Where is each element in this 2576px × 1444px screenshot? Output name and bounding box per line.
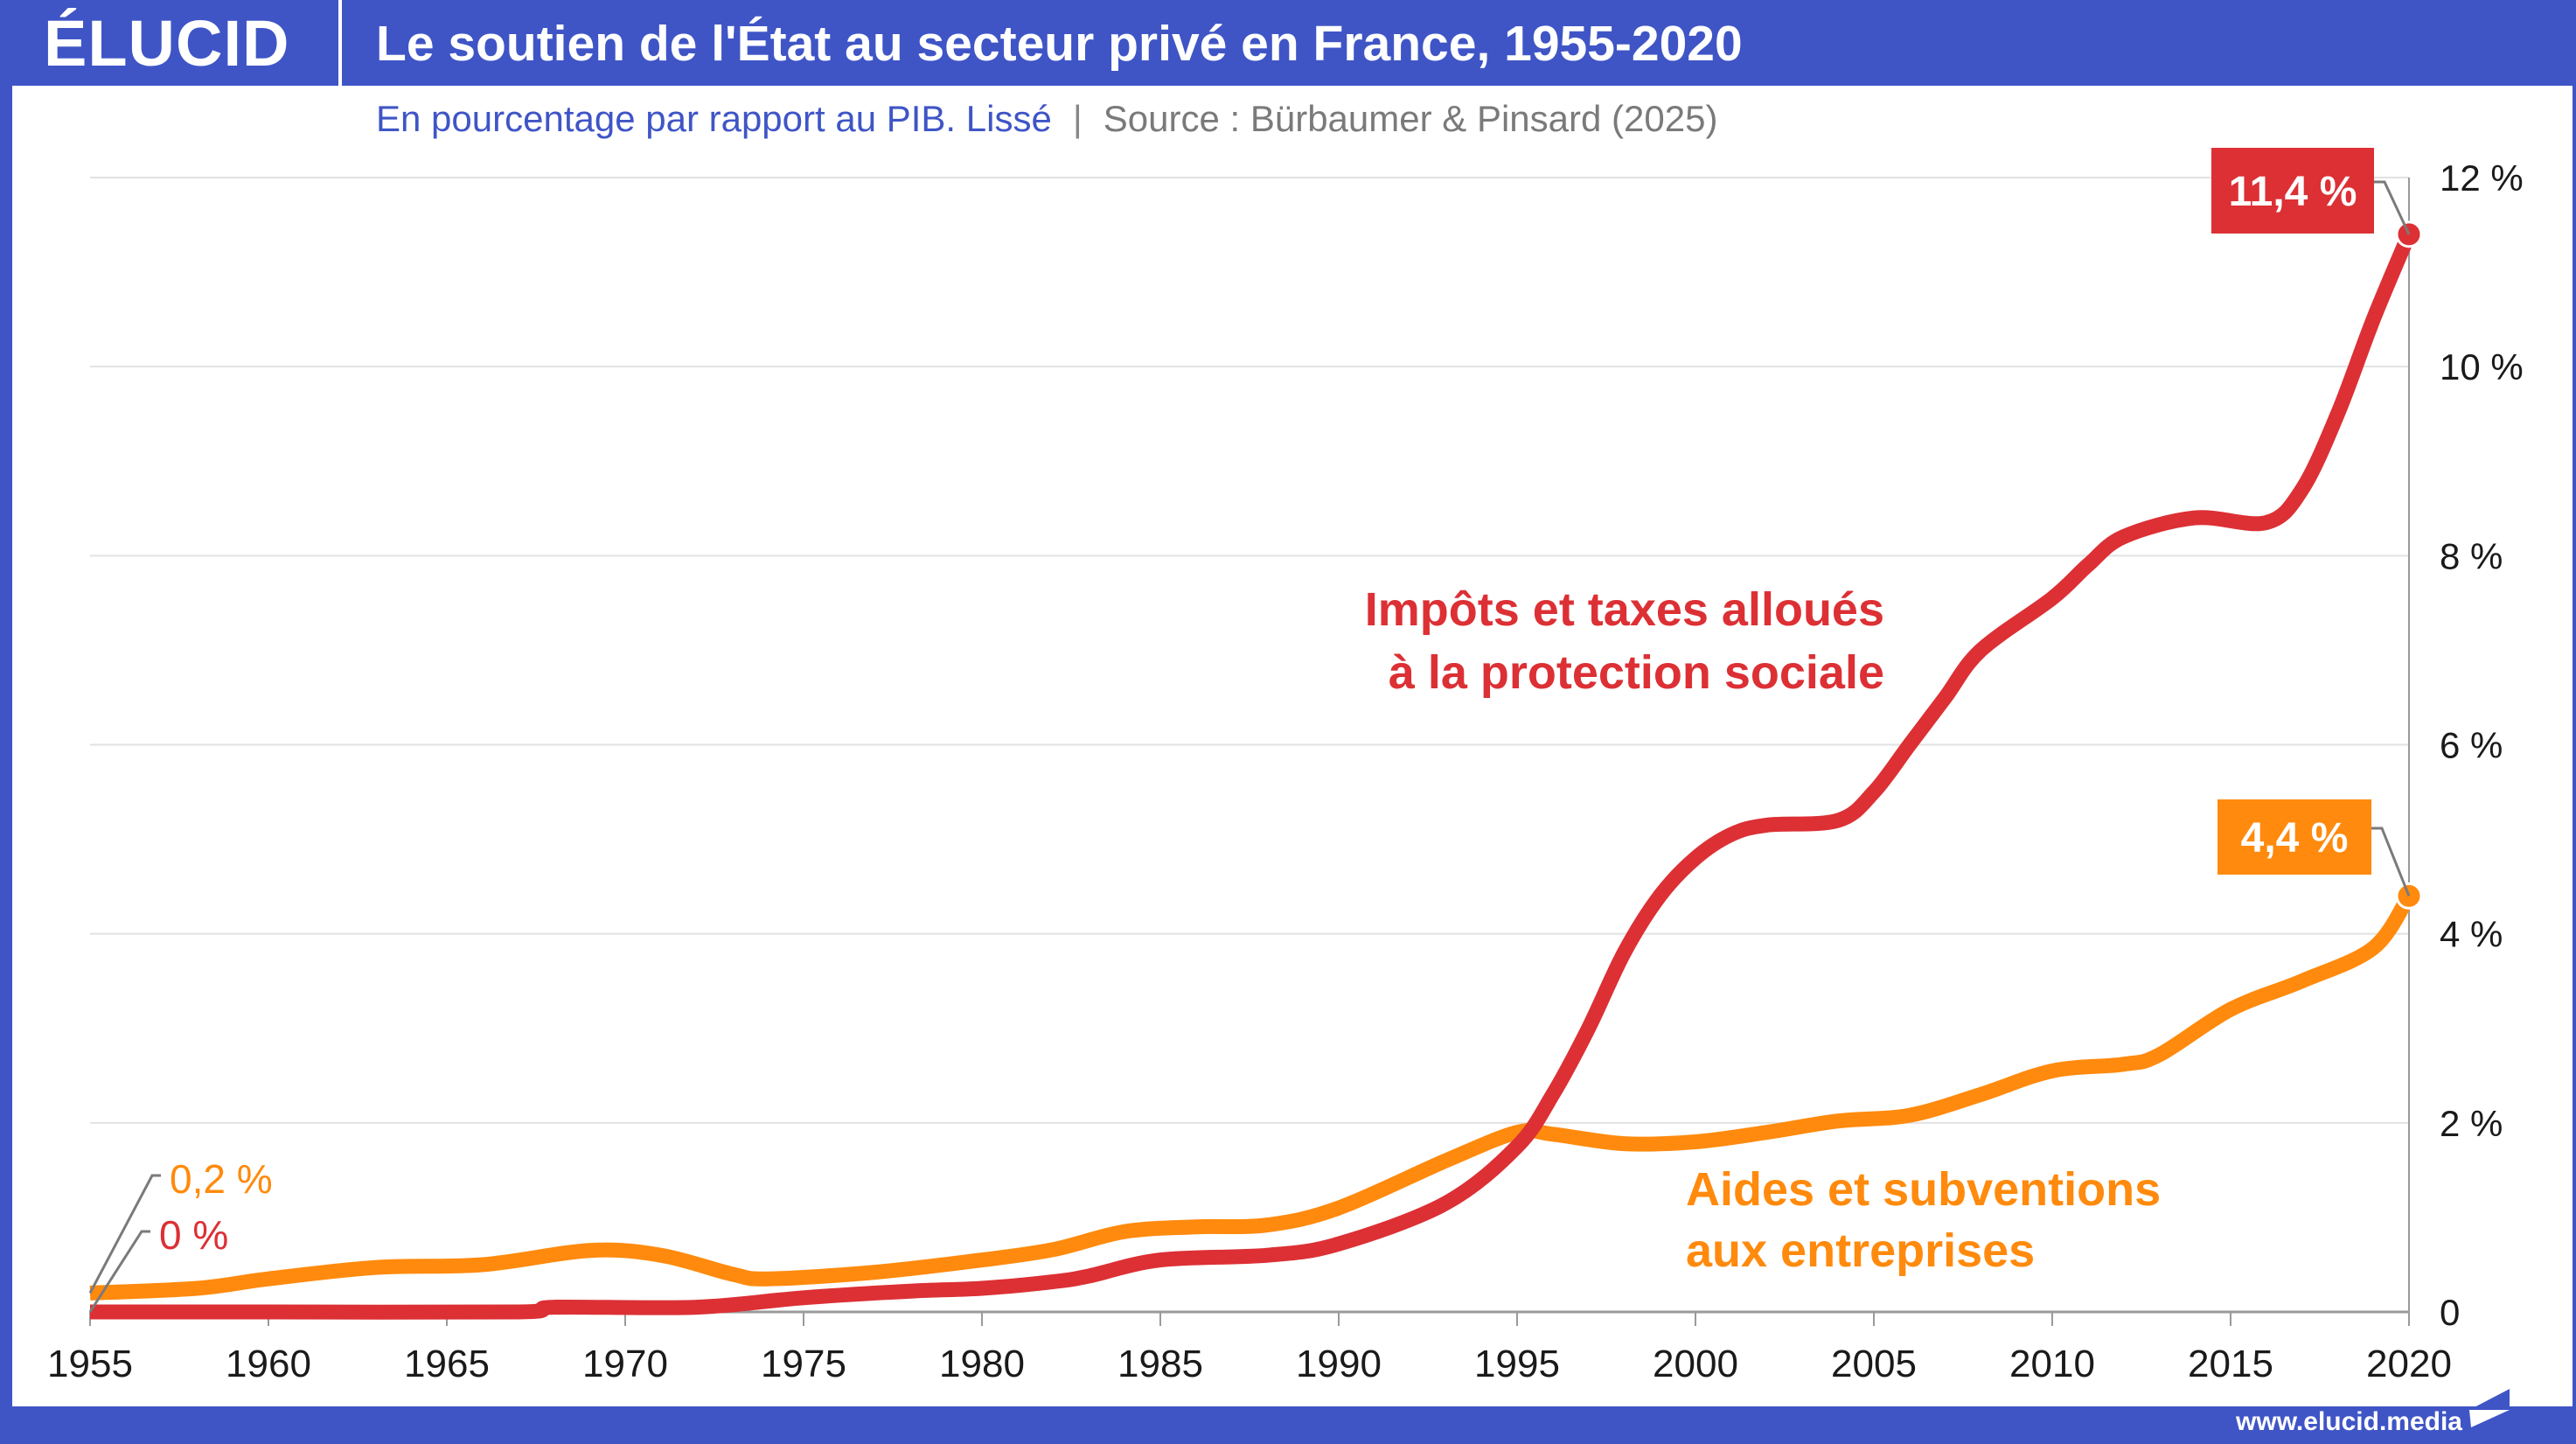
grid-layer	[90, 177, 2409, 1124]
y-tick-label: 10 %	[2440, 346, 2524, 387]
x-tick-label: 2010	[2009, 1343, 2095, 1385]
header-bar: ÉLUCID Le soutien de l'État au secteur p…	[0, 0, 2576, 86]
start-value-label-aides-subventions: 0,2 %	[170, 1156, 273, 1202]
y-tick-label: 2 %	[2440, 1103, 2503, 1144]
y-tick-label: 8 %	[2440, 535, 2503, 576]
leader-line	[2374, 180, 2411, 235]
chart-panel	[12, 86, 2573, 1406]
axis-layer: 0 2 % 4 % 6 % 8 % 10 % 12 % 1955 1960 1965 1970 197…	[47, 157, 2524, 1385]
source-credit: Source : Bürbaumer & Pinsard (2025)	[1103, 98, 1718, 139]
end-value-box-aides-subventions	[2217, 799, 2371, 875]
start-leader-line	[88, 1230, 150, 1313]
header-divider	[338, 0, 342, 86]
chart-subtitle: En pourcentage par rapport au PIB. Lissé…	[376, 98, 1717, 140]
footer-url[interactable]: www.elucid.media	[2236, 1407, 2462, 1436]
elucid-flag-icon-lower	[2469, 1410, 2510, 1427]
x-tick-label: 1955	[47, 1343, 133, 1385]
brand-layer	[2469, 1389, 2510, 1427]
series-label-aides-subventions: aux entreprises	[1686, 1224, 2035, 1277]
x-tick-label: 1990	[1296, 1343, 1382, 1385]
y-tick-label: 6 %	[2440, 725, 2503, 766]
series-layer	[89, 220, 2423, 1320]
x-tick-label: 2000	[1653, 1343, 1738, 1385]
elucid-flag-icon	[2469, 1389, 2510, 1410]
subtitle-separator: |	[1072, 98, 1083, 139]
series-label-aides-subventions: Aides et subventions	[1686, 1163, 2161, 1216]
x-tick-label: 2015	[2188, 1343, 2273, 1385]
x-tick-label: 1995	[1474, 1343, 1560, 1385]
subtitle-description: En pourcentage par rapport au PIB. Lissé	[376, 98, 1052, 139]
x-tick-label: 2005	[1831, 1343, 1917, 1385]
y-tick-label: 0	[2440, 1292, 2460, 1333]
chart-title: Le soutien de l'État au secteur privé en…	[376, 16, 1743, 72]
label-layer: Impôts et taxes alloués à la protection s…	[88, 148, 2411, 1313]
leader-line	[2371, 827, 2411, 896]
end-value-label-impots-taxes: 11,4 %	[2229, 169, 2357, 215]
x-tick-label: 1975	[761, 1343, 846, 1385]
x-tick-label: 1960	[226, 1343, 311, 1385]
series-label-impots-taxes: à la protection sociale	[1389, 646, 1884, 699]
end-value-box-impots-taxes	[2211, 148, 2374, 234]
series-label-impots-taxes: Impôts et taxes alloués	[1365, 583, 1884, 636]
series-line-aides-subventions	[89, 891, 2416, 1301]
start-value-label-impots-taxes: 0 %	[159, 1212, 228, 1258]
x-tick-label: 2020	[2366, 1343, 2452, 1385]
elucid-logo: ÉLUCID	[44, 6, 290, 80]
x-tick-label: 1980	[939, 1343, 1025, 1385]
start-leader-line	[88, 1174, 161, 1294]
x-tick-label: 1970	[582, 1343, 668, 1385]
x-tick-label: 1985	[1117, 1343, 1203, 1385]
x-tick-label: 1965	[404, 1343, 490, 1385]
end-value-label-aides-subventions: 4,4 %	[2241, 815, 2349, 862]
series-line-impots-taxes	[90, 231, 2416, 1320]
y-tick-label: 12 %	[2440, 157, 2524, 199]
y-tick-label: 4 %	[2440, 914, 2503, 955]
